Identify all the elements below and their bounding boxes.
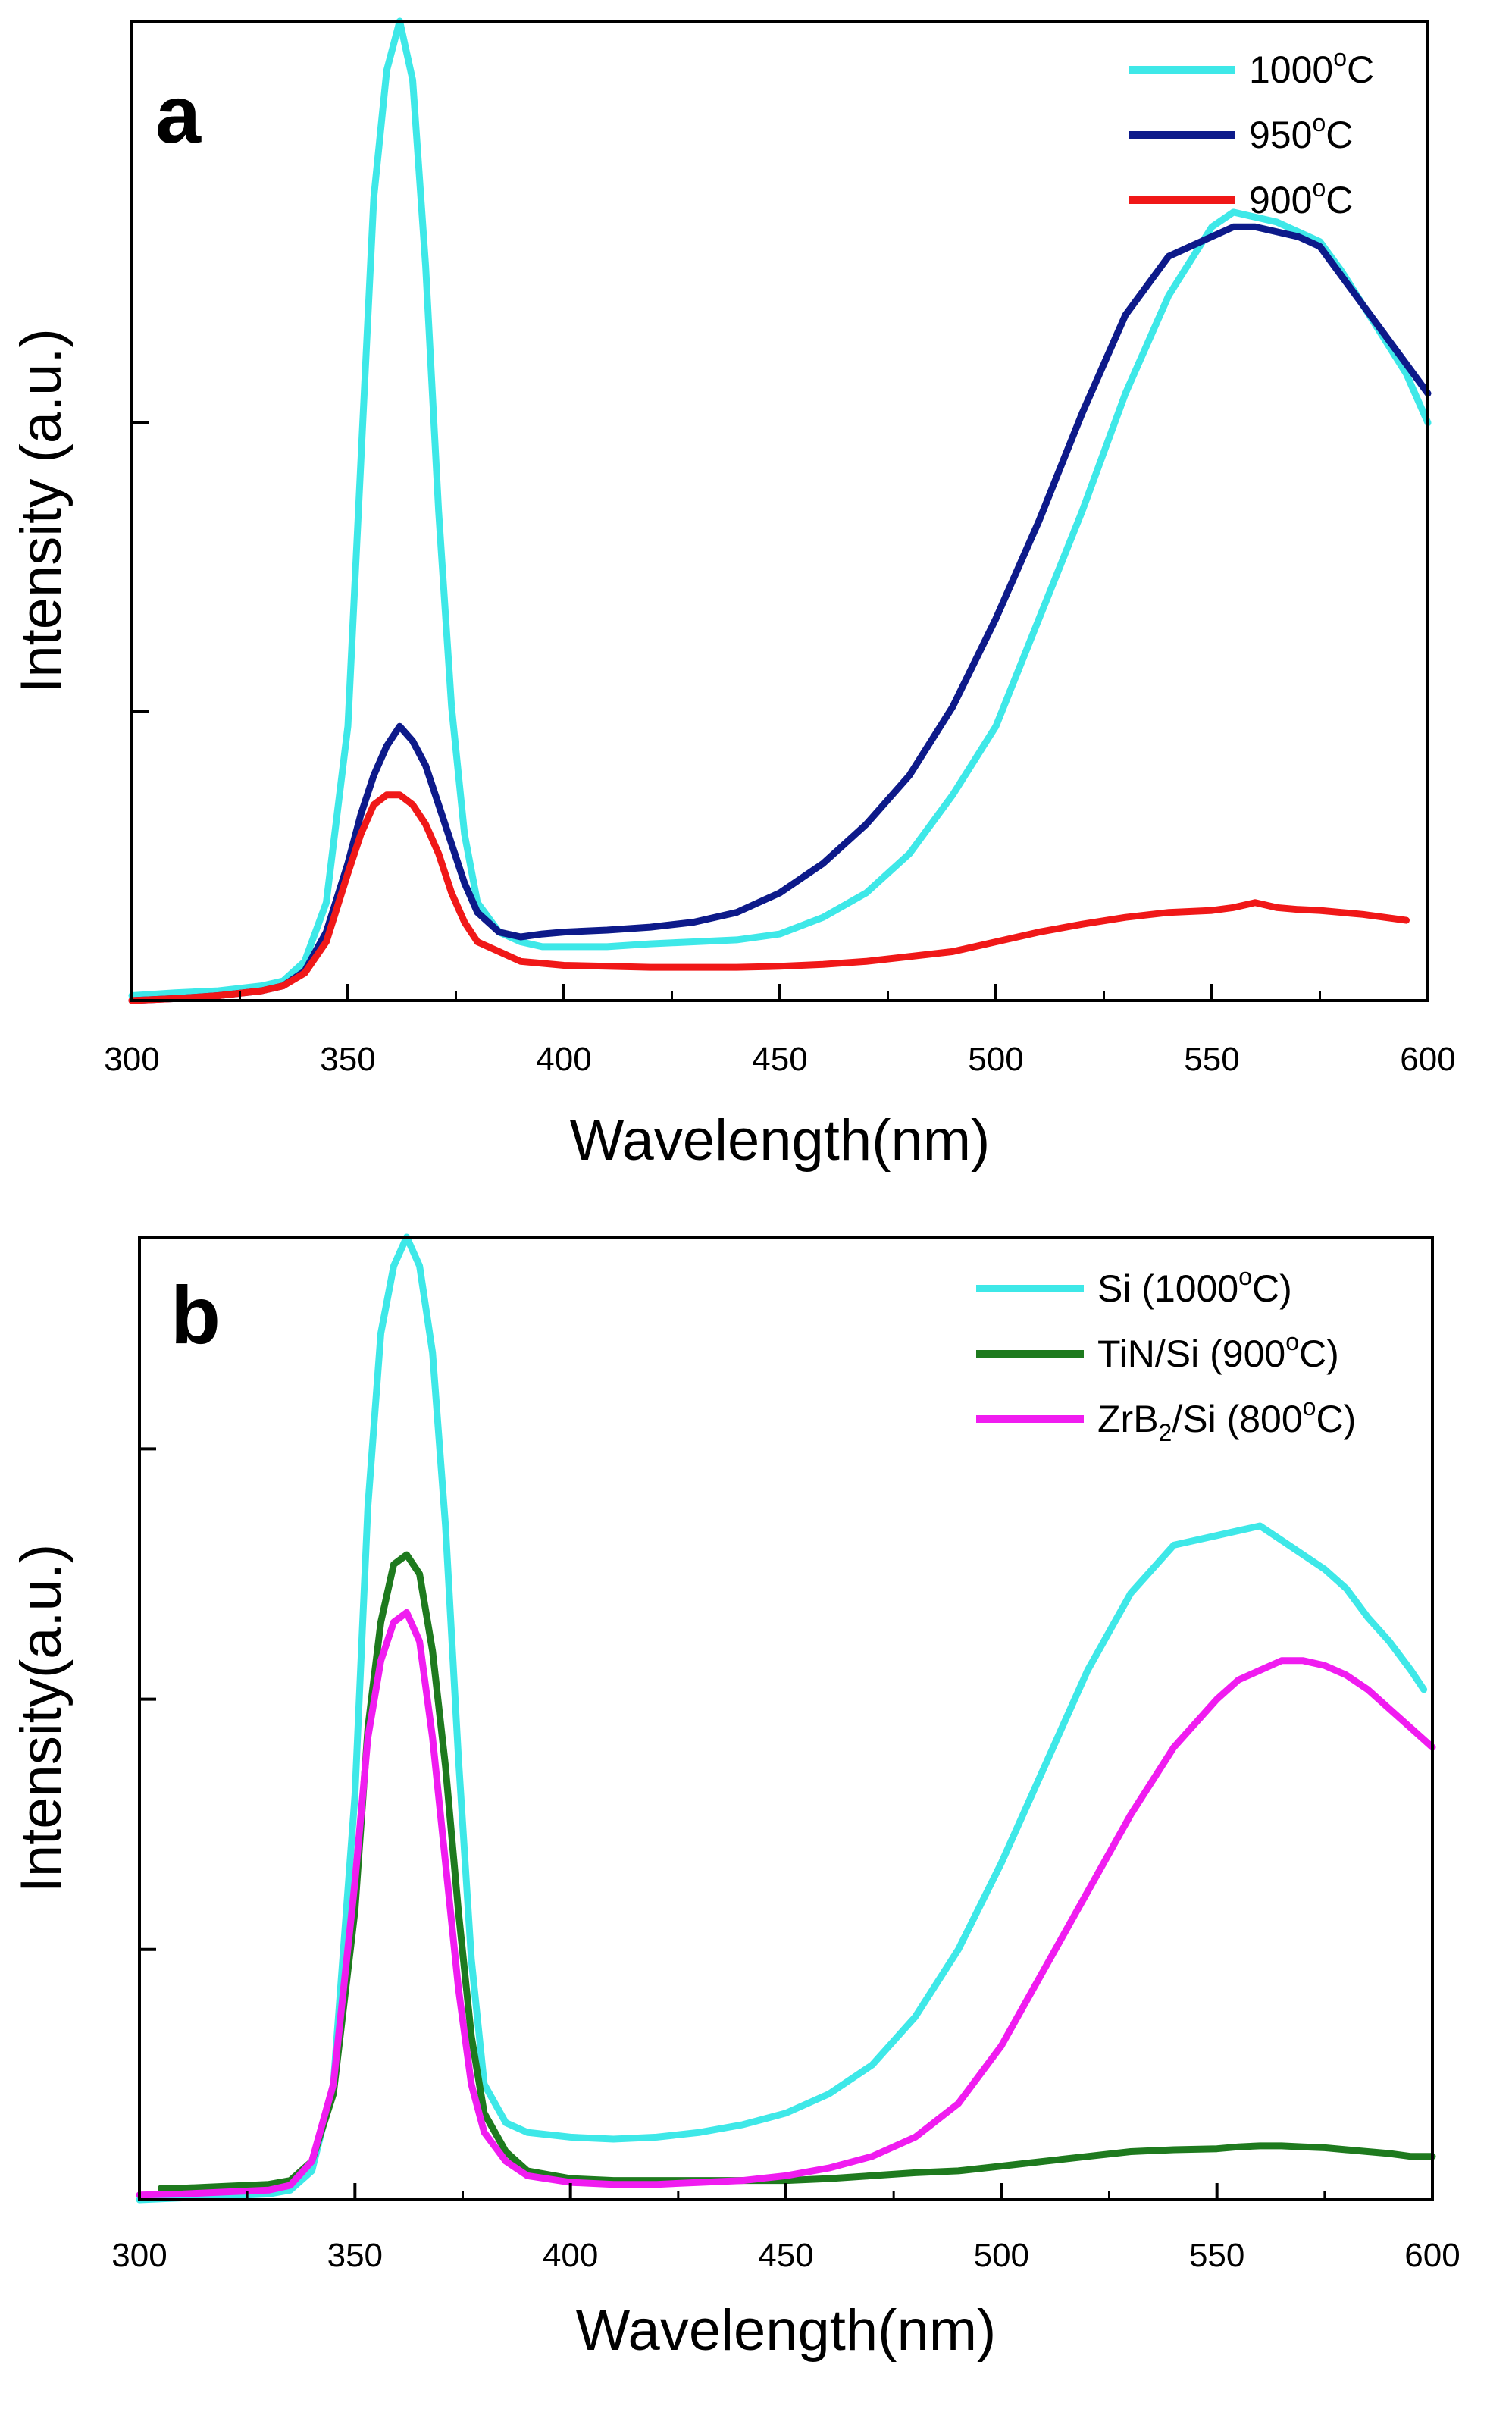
chart-panel-a: 300 350 400 450 500 550 600 Wavelength(nm) Inten…	[9, 17, 1456, 1173]
legend-label-a-0: 1000oC	[1249, 44, 1374, 91]
x-tick-label-b-450: 450	[758, 2237, 813, 2274]
x-axis-title-a: Wavelength(nm)	[570, 1108, 991, 1173]
x-axis-title-b: Wavelength(nm)	[576, 2298, 997, 2363]
y-axis-title-b: Intensity(a.u.)	[9, 1544, 74, 1893]
series-line-a-2	[128, 791, 1410, 1004]
series-line-b-2	[136, 1609, 1436, 2199]
x-tick-label-b-500: 500	[974, 2237, 1029, 2274]
y-axis-title-a: Intensity (a.u.)	[9, 328, 74, 694]
series-line-a-0	[128, 17, 1432, 999]
panel-letter-b: b	[171, 1269, 221, 1361]
legend-label-a-2: 900oC	[1249, 174, 1353, 221]
x-tick-label-a-400: 400	[536, 1041, 591, 1078]
x-tick-label-a-450: 450	[752, 1041, 807, 1078]
x-tick-label-b-350: 350	[327, 2237, 383, 2274]
plot-frame-a	[130, 20, 1429, 1002]
x-tick-label-a-300: 300	[104, 1041, 159, 1078]
x-tick-label-a-500: 500	[968, 1041, 1023, 1078]
legend-label-b-1: TiN/Si (900oC)	[1097, 1328, 1339, 1375]
x-tick-label-a-550: 550	[1184, 1041, 1239, 1078]
x-tick-label-a-600: 600	[1400, 1041, 1455, 1078]
series-line-a-1	[128, 223, 1432, 1004]
x-tick-label-b-400: 400	[543, 2237, 598, 2274]
series-line-b-0	[136, 1233, 1428, 2204]
x-tick-label-b-550: 550	[1189, 2237, 1244, 2274]
x-tick-label-a-350: 350	[320, 1041, 375, 1078]
legend-label-b-2: ZrB2/Si (800oC)	[1097, 1393, 1356, 1446]
x-tick-label-b-300: 300	[111, 2237, 167, 2274]
panel-letter-a: a	[155, 68, 202, 160]
legend-label-a-1: 950oC	[1249, 109, 1353, 156]
legend-label-b-0: Si (1000oC)	[1097, 1263, 1292, 1310]
x-tick-label-b-600: 600	[1404, 2237, 1460, 2274]
chart-panel-b: 300 350 400 450 500 550 600 Wavelength(nm) Inten…	[9, 1233, 1460, 2363]
